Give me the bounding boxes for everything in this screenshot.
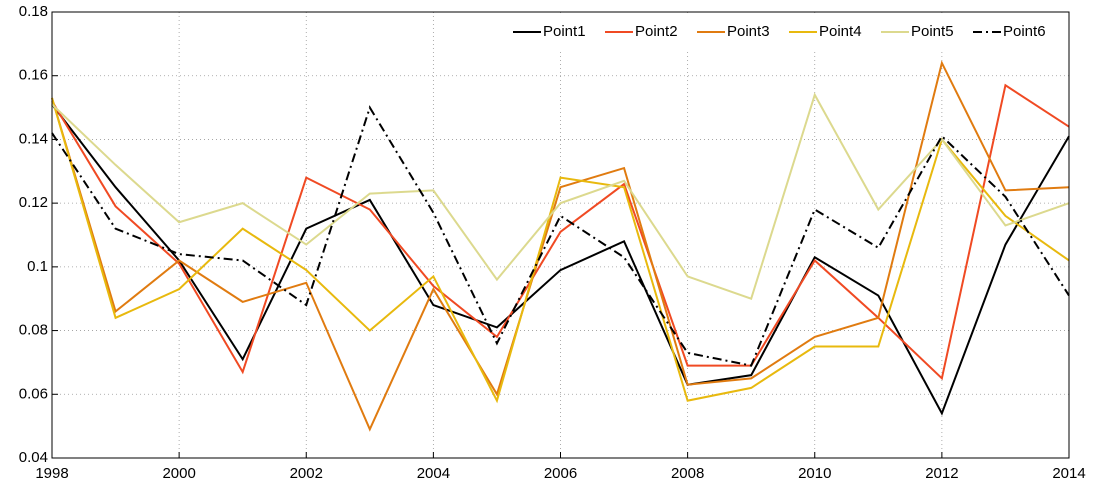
plot-area (52, 12, 1069, 458)
x-tick-label: 2012 (925, 465, 958, 482)
x-tick-label: 2010 (798, 465, 831, 482)
y-tick-label: 0.18 (19, 3, 48, 20)
axes-box (51, 11, 1070, 459)
legend-label: Point5 (911, 23, 954, 40)
legend-box (506, 13, 1068, 51)
legend-label: Point1 (543, 23, 586, 40)
series-line (51, 92, 1070, 301)
series-line (51, 97, 1070, 404)
legend-label: Point4 (819, 23, 862, 40)
x-tick-label: 2014 (1052, 465, 1085, 482)
series-line (51, 83, 1070, 381)
y-tick-label: 0.08 (19, 322, 48, 339)
y-tick-label: 0.12 (19, 194, 48, 211)
y-tick-label: 0.16 (19, 67, 48, 84)
x-tick-label: 2008 (671, 465, 704, 482)
legend-label: Point6 (1003, 23, 1046, 40)
legend: Point1 Point2 Point3 Point4 Point5 Point6 (506, 13, 1068, 51)
y-tick-label: 0.1 (27, 258, 48, 275)
x-tick-label: 2002 (290, 465, 323, 482)
x-tick-label: 2006 (544, 465, 577, 482)
x-tick-label: 1998 (35, 465, 68, 482)
y-tick-label: 0.14 (19, 130, 48, 147)
series-line (51, 60, 1070, 432)
x-tick-label: 2004 (417, 465, 450, 482)
y-tick-label: 0.04 (19, 449, 48, 466)
legend-label: Point2 (635, 23, 678, 40)
series-line (51, 103, 1070, 416)
x-tick-label: 2000 (162, 465, 195, 482)
legend-label: Point3 (727, 23, 770, 40)
series-line (51, 105, 1070, 367)
y-tick-label: 0.06 (19, 385, 48, 402)
